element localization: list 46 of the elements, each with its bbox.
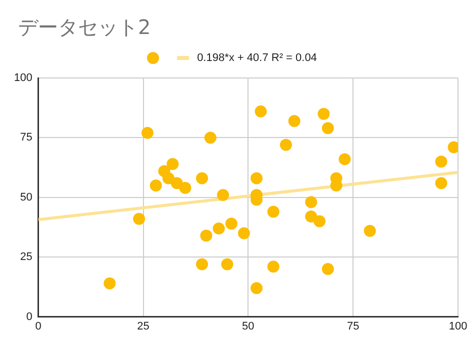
x-tick-label: 0: [35, 320, 42, 332]
point: [150, 179, 162, 192]
y-tick-label: 50: [20, 191, 32, 204]
point: [225, 218, 238, 230]
x-tick-label: 50: [242, 320, 254, 332]
x-tick-label: 75: [346, 320, 360, 332]
y-tick-label: 25: [20, 251, 32, 264]
point: [435, 156, 448, 168]
point: [267, 206, 280, 218]
point: [166, 158, 179, 170]
point: [435, 177, 448, 190]
chart-title: データセット2: [18, 14, 151, 41]
y-tick-label: 100: [14, 72, 32, 84]
point: [338, 153, 351, 166]
point: [305, 196, 318, 208]
point: [204, 132, 216, 144]
point: [250, 172, 263, 184]
point: [364, 224, 376, 237]
point: [267, 260, 280, 273]
point: [322, 122, 334, 134]
point: [133, 212, 146, 225]
point: [314, 215, 326, 228]
point: [212, 222, 225, 234]
x-tick-label: 25: [137, 320, 150, 332]
point: [141, 126, 154, 139]
point: [288, 114, 300, 127]
point: [170, 177, 183, 190]
point: [238, 227, 250, 240]
point: [221, 258, 234, 270]
y-tick-label: 75: [20, 132, 32, 144]
point: [196, 172, 208, 184]
point: [179, 182, 192, 194]
point: [318, 108, 330, 120]
point: [254, 105, 267, 118]
point: [104, 277, 116, 290]
point: [162, 172, 174, 184]
point: [280, 138, 292, 151]
point: [305, 210, 318, 223]
point: [200, 230, 212, 242]
point: [217, 189, 229, 202]
legend-label: 0.198*x + 40.7 R² = 0.04: [197, 52, 317, 64]
y-tick-label: 0: [26, 310, 32, 323]
x-tick-label: 100: [448, 320, 468, 332]
point: [250, 282, 263, 294]
point: [196, 258, 208, 270]
point: [322, 263, 334, 276]
